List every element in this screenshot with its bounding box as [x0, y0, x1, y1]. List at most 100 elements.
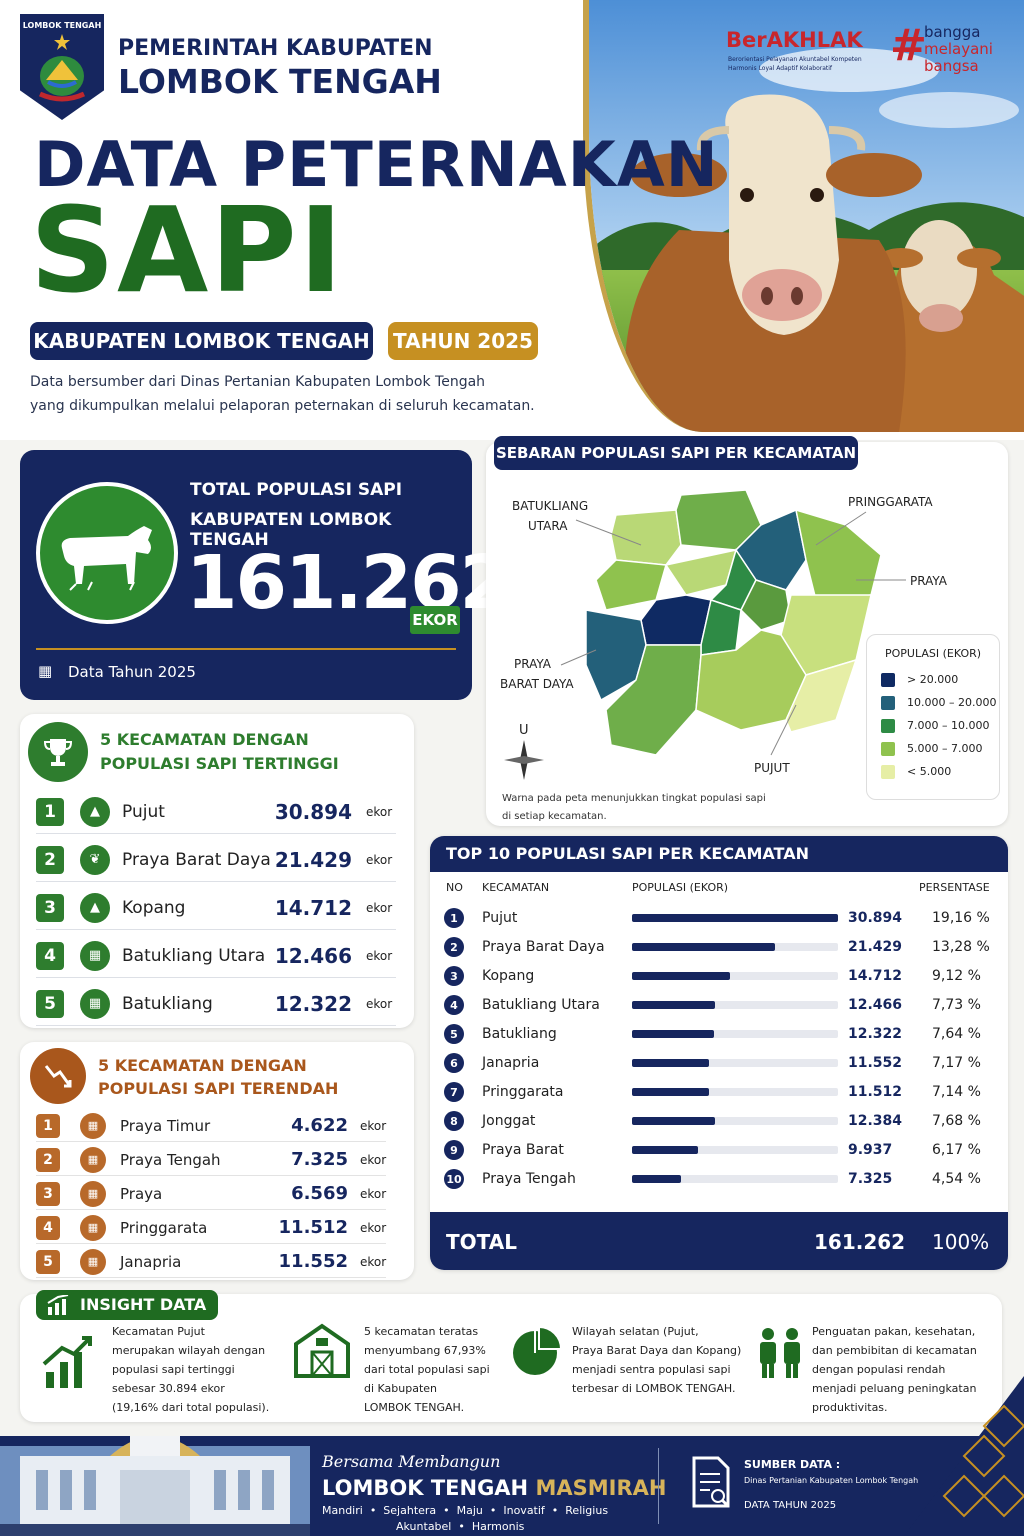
district-value: 12.322: [274, 991, 352, 1016]
row-name: Praya Barat Daya: [482, 939, 605, 955]
row-name: Batukliang: [482, 1026, 557, 1042]
row-name: Pringgarata: [482, 1084, 564, 1100]
row-bar-track: [632, 1146, 838, 1154]
row-number: 5: [444, 1024, 464, 1044]
map-note-line1: Warna pada peta menunjukkan tingkat popu…: [502, 793, 766, 804]
legend-item: 10.000 – 20.000: [881, 691, 999, 714]
barn-icon: [292, 1320, 352, 1384]
legend-swatch: [881, 741, 895, 756]
row-bar: [632, 1146, 699, 1154]
unit-label: ekor: [366, 852, 393, 867]
growth-chart-icon: [40, 1336, 96, 1394]
insight-line: (19,16% dari total populasi).: [112, 1401, 270, 1414]
legend-label: 7.000 – 10.000: [907, 719, 990, 732]
table-row: 7 Pringgarata 11.512 7,14 %: [444, 1078, 994, 1106]
unit-label: ekor: [360, 1254, 387, 1269]
top5-row: 4 ▦ Batukliang Utara 12.466 ekor: [36, 934, 396, 978]
insight-1: Kecamatan Pujut merupakan wilayah dengan p…: [112, 1322, 269, 1417]
top5-row: 1 ▲ Pujut 30.894 ekor: [36, 790, 396, 834]
rank-badge: 5: [36, 989, 64, 1018]
row-bar: [632, 1175, 681, 1183]
map-district-praya-timur: [795, 508, 882, 601]
divider: [36, 648, 456, 650]
row-number: 1: [444, 908, 464, 928]
songket-pattern: [904, 1376, 1024, 1536]
row-bar-track: [632, 1001, 838, 1009]
rank-badge: 2: [36, 1147, 60, 1172]
legend-item: > 20.000: [881, 668, 999, 691]
footer-source-value: Dinas Pertanian Kabupaten Lombok Tengah: [744, 1476, 919, 1485]
insight-line: merupakan wilayah dengan: [112, 1344, 266, 1357]
table-row: 2 Praya Barat Daya 21.429 13,28 %: [444, 933, 994, 961]
legend-title: POPULASI (EKOR): [885, 647, 982, 660]
insight-line: Wilayah selatan (Pujut,: [572, 1325, 699, 1338]
district-name: Kopang: [122, 897, 186, 918]
row-value: 12.466: [848, 997, 903, 1013]
top10-total-bar: TOTAL 161.262 100%: [430, 1212, 1008, 1270]
low5-row: 1 ▦ Praya Timur 4.622 ekor: [36, 1110, 386, 1142]
district-map: BATUKLIANG UTARA PRINGGARATA PRAYA PRAYA…: [500, 489, 948, 780]
legend-label: > 20.000: [907, 673, 959, 686]
rank-badge: 4: [36, 1215, 60, 1240]
legend-swatch: [881, 695, 895, 710]
unit-label: ekor: [360, 1118, 387, 1133]
table-row: 3 Kopang 14.712 9,12 %: [444, 962, 994, 990]
district-value: 7.325: [291, 1149, 348, 1170]
row-pct: 7,14 %: [932, 1084, 981, 1100]
top5-row: 2 ❦ Praya Barat Daya 21.429 ekor: [36, 838, 396, 882]
row-bar: [632, 1117, 715, 1125]
insight-4: Penguatan pakan, kesehatan, dan pembibita…: [812, 1322, 977, 1417]
bangga-logo: bangga melayani bangsa: [924, 24, 993, 75]
table-row: 1 Pujut 30.894 19,16 %: [444, 904, 994, 932]
map-label-praya: PRAYA: [910, 574, 948, 588]
footer-year: DATA TAHUN 2025: [744, 1500, 837, 1511]
map-district-west: [605, 644, 702, 756]
row-name: Praya Tengah: [482, 1171, 576, 1187]
row-bar: [632, 914, 838, 922]
row-number: 10: [444, 1169, 464, 1189]
district-name: Pujut: [122, 801, 165, 822]
source-line2: yang dikumpulkan melalui pelaporan peter…: [30, 398, 535, 414]
district-value: 4.622: [291, 1115, 348, 1136]
footer-brand: LOMBOK TENGAH MASMIRAH: [322, 1476, 666, 1500]
compass-north-label: U: [519, 723, 529, 738]
footer: Bersama Membangun LOMBOK TENGAH MASMIRAH…: [0, 1376, 1024, 1536]
row-bar-track: [632, 972, 838, 980]
map-note-line2: di setiap kecamatan.: [502, 811, 607, 822]
total-card: TOTAL POPULASI SAPI KABUPATEN LOMBOK TEN…: [20, 450, 511, 700]
unit-label: ekor: [360, 1220, 387, 1235]
map-note: Warna pada peta menunjukkan tingkat popu…: [502, 790, 766, 826]
map-label-pujut: PUJUT: [754, 761, 790, 775]
table-row: 5 Batukliang 12.322 7,64 %: [444, 1020, 994, 1048]
chart-down-icon: [30, 1048, 86, 1104]
district-value: 30.894: [274, 799, 352, 824]
insight-line: dan pembibitan di kecamatan: [812, 1344, 977, 1357]
footer-brand1: LOMBOK TENGAH: [322, 1476, 529, 1500]
district-value: 11.552: [278, 1251, 348, 1272]
total-unit: EKOR: [410, 606, 460, 634]
district-value: 14.712: [274, 895, 352, 920]
legend-swatch: [881, 764, 895, 779]
map-district-praya: [740, 579, 792, 631]
row-bar-track: [632, 1088, 838, 1096]
row-pct: 7,73 %: [932, 997, 981, 1013]
building-icon: ▦: [80, 1248, 106, 1275]
footer-divider: [658, 1448, 659, 1524]
map-label-praya-barat-daya-2: BARAT DAYA: [500, 677, 574, 691]
total-value: 161.262: [186, 540, 511, 626]
legend-label: 10.000 – 20.000: [907, 696, 997, 709]
low5-row: 5 ▦ Janapria 11.552 ekor: [36, 1246, 386, 1278]
table-row: 8 Jonggat 12.384 7,68 %: [444, 1107, 994, 1135]
gov-line1: PEMERINTAH KABUPATEN: [118, 36, 433, 61]
table-row: 4 Batukliang Utara 12.466 7,73 %: [444, 991, 994, 1019]
district-name: Praya Barat Daya: [122, 849, 271, 870]
row-pct: 7,68 %: [932, 1113, 981, 1129]
total-label: TOTAL: [446, 1230, 517, 1254]
hash-icon: #: [890, 20, 927, 71]
year-badge: TAHUN 2025: [388, 322, 538, 360]
row-number: 7: [444, 1082, 464, 1102]
rank-badge: 5: [36, 1249, 60, 1274]
source-line1: Data bersumber dari Dinas Pertanian Kabu…: [30, 374, 486, 390]
district-name: Janapria: [120, 1252, 182, 1271]
berakhlak-logo: BerAKHLAK: [726, 28, 863, 52]
